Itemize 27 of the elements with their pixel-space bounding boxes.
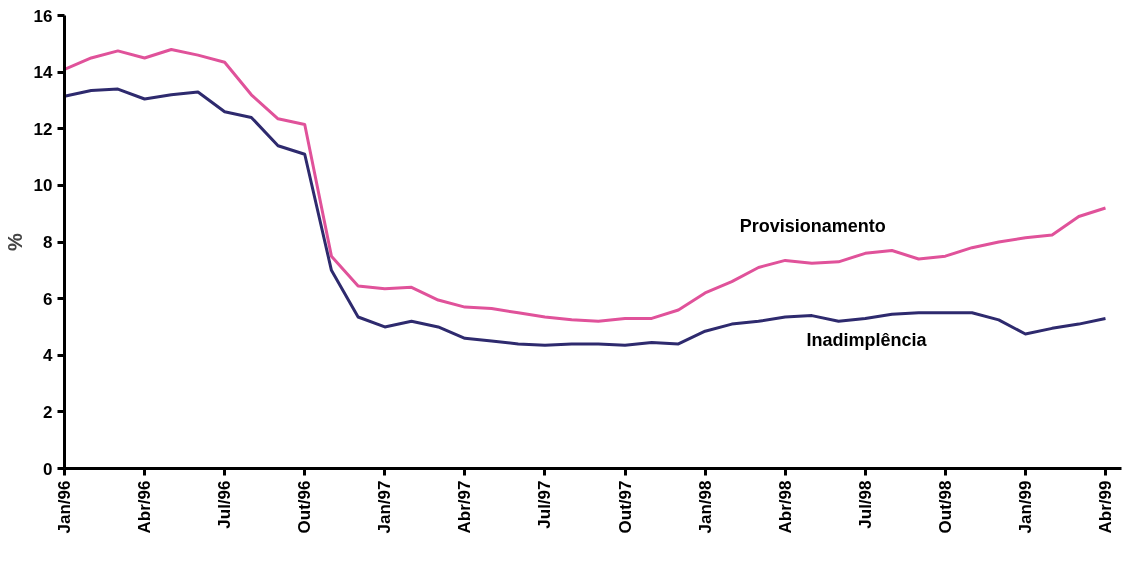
x-tick-label: Abr/96 xyxy=(135,480,155,534)
x-tick-label: Jan/97 xyxy=(375,480,395,534)
y-tick-label: 4 xyxy=(43,346,54,366)
series-label: Inadimplência xyxy=(806,329,928,350)
x-tick-label: Jan/96 xyxy=(55,480,74,534)
x-tick-label: Abr/97 xyxy=(455,480,475,534)
x-tick-label: Out/98 xyxy=(935,480,955,534)
x-tick-label: Jan/99 xyxy=(1015,480,1035,534)
y-tick-label: 0 xyxy=(43,459,53,479)
x-tick-label: Jul/97 xyxy=(535,480,555,529)
line-series xyxy=(64,47,1107,323)
y-tick-label: 2 xyxy=(43,402,53,422)
y-tick-label: 10 xyxy=(33,176,53,196)
x-tick-label: Abr/99 xyxy=(1095,480,1115,534)
x-tick-label: Jul/98 xyxy=(855,480,875,529)
x-tick-label: Out/96 xyxy=(295,480,315,534)
x-tick-label: Jul/96 xyxy=(215,480,235,529)
x-tick-label: Jan/98 xyxy=(695,480,715,534)
y-axis-title: % xyxy=(3,232,26,251)
y-tick-label: 6 xyxy=(43,289,53,309)
series-label: Provisionamento xyxy=(739,216,886,237)
y-tick-label: 16 xyxy=(33,6,53,26)
y-tick-label: 14 xyxy=(33,63,54,83)
x-tick-label: Abr/98 xyxy=(775,480,795,534)
x-tick-label: Out/97 xyxy=(615,480,635,534)
y-tick-label: 12 xyxy=(33,119,53,139)
y-tick-label: 8 xyxy=(43,233,53,252)
